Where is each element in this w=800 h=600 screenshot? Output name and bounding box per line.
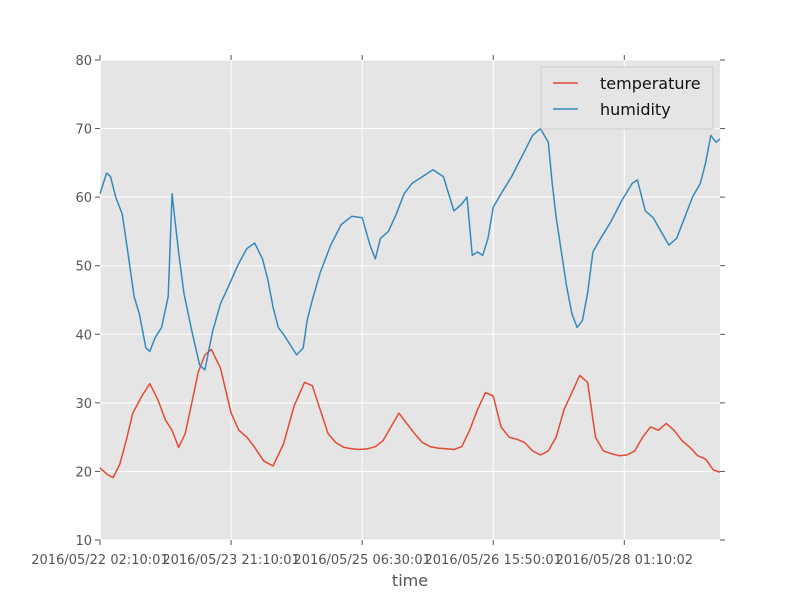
x-tick-label: 2016/05/25 06:30:01: [293, 553, 430, 568]
series-layer: [99, 127, 721, 479]
x-tick-label: 2016/05/23 21:10:01: [162, 553, 299, 568]
legend: temperature humidity: [540, 66, 714, 130]
x-axis-title: time: [392, 571, 428, 590]
y-tick-label: 40: [75, 328, 92, 343]
x-tick-label: 2016/05/26 15:50:01: [425, 553, 562, 568]
series-line-humidity: [99, 127, 721, 371]
y-tick-label: 70: [75, 123, 92, 138]
y-tick-label: 60: [75, 191, 92, 206]
grid-lines: [99, 59, 720, 541]
y-tick-label: 80: [75, 54, 92, 69]
y-tick-label: 50: [75, 260, 92, 275]
plot-background: [100, 60, 720, 540]
series-line-temperature: [99, 348, 721, 479]
y-tick-label: 20: [75, 465, 92, 480]
legend-box: [540, 66, 714, 130]
x-tick-label: 2016/05/22 02:10:01: [31, 553, 168, 568]
legend-humidity-label: humidity: [600, 100, 671, 119]
legend-temperature-label: temperature: [600, 74, 701, 93]
y-tick-label: 30: [75, 397, 92, 412]
x-tick-label: 2016/05/28 01:10:02: [556, 553, 693, 568]
y-tick-label: 10: [75, 534, 92, 549]
